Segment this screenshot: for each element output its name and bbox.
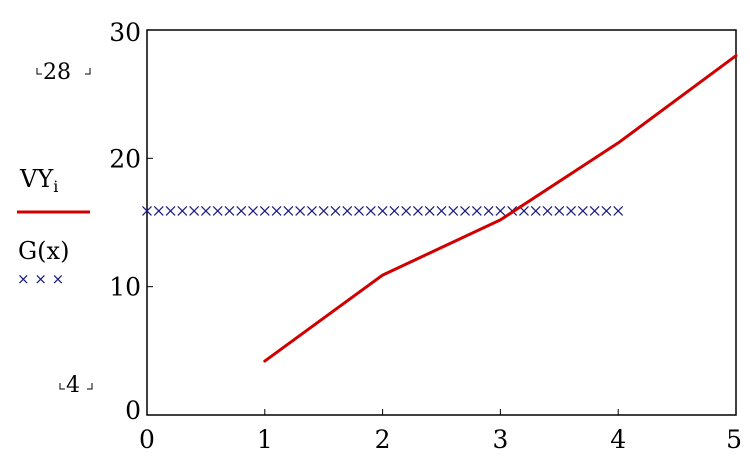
g-series-marker <box>448 206 459 216</box>
g-series-marker <box>330 206 341 216</box>
y-axis-ticks: 0 10 20 30 <box>109 18 153 425</box>
x-tick-label: 2 <box>375 425 391 454</box>
g-series-marker <box>224 206 235 216</box>
g-series-marker <box>589 206 600 216</box>
g-series-marker <box>295 206 306 216</box>
legend-g: G(x) × × × <box>17 237 69 288</box>
legend-vy-label: VYi <box>19 165 58 196</box>
y-tick-label: 30 <box>109 18 141 47</box>
x-tick-label: 4 <box>610 425 626 454</box>
g-series-marker <box>365 206 376 216</box>
g-series-marker <box>554 206 565 216</box>
g-series-marker <box>424 206 435 216</box>
g-series-marker <box>483 206 494 216</box>
legend-vy: VYi <box>17 165 90 214</box>
g-series-marker <box>318 206 329 216</box>
g-series-marker <box>436 206 447 216</box>
g-series-marker <box>495 206 506 216</box>
series-g-markers <box>142 206 624 216</box>
g-series-marker <box>342 206 353 216</box>
legend-g-label: G(x) <box>18 237 69 265</box>
g-series-marker <box>389 206 400 216</box>
g-series-marker <box>248 206 258 216</box>
g-series-marker <box>542 206 553 216</box>
g-series-marker <box>177 206 188 216</box>
g-series-marker <box>236 206 247 216</box>
g-series-marker <box>283 206 294 216</box>
g-series-marker <box>413 206 423 216</box>
legend-g-swatch: × × × <box>17 270 64 288</box>
g-series-marker <box>613 206 624 216</box>
g-series-marker <box>271 206 282 216</box>
x-tick-label: 1 <box>257 425 273 454</box>
y-upper-marker: 28 <box>36 60 91 85</box>
g-series-marker <box>471 206 482 216</box>
g-series-marker <box>212 206 223 216</box>
x-axis-ticks: 0 1 2 3 4 5 <box>139 409 742 454</box>
x-tick-label: 0 <box>139 425 155 454</box>
y-tick-label: 10 <box>109 273 141 302</box>
series-vy-line <box>263 54 738 363</box>
g-series-marker <box>377 206 388 216</box>
y-upper-marker-label: 28 <box>43 60 71 85</box>
g-series-marker <box>189 206 200 216</box>
g-series-marker <box>165 206 176 216</box>
g-series-marker <box>354 206 364 216</box>
g-series-marker <box>153 206 164 216</box>
g-series-marker <box>460 206 470 216</box>
y-tick-label: 20 <box>109 144 141 173</box>
y-lower-marker: 4 <box>59 373 93 398</box>
g-series-marker <box>401 206 412 216</box>
g-series-marker <box>306 206 317 216</box>
g-series-marker <box>577 206 588 216</box>
g-series-marker <box>259 206 270 216</box>
g-series-marker <box>566 206 577 216</box>
g-series-marker <box>601 206 612 216</box>
y-lower-marker-label: 4 <box>66 373 80 398</box>
y-tick-label: 0 <box>125 396 141 425</box>
g-series-marker <box>142 206 152 216</box>
plot-frame <box>146 29 737 416</box>
x-tick-label: 5 <box>726 425 742 454</box>
x-tick-label: 3 <box>492 425 508 454</box>
g-series-marker <box>200 206 211 216</box>
g-series-marker <box>530 206 541 216</box>
